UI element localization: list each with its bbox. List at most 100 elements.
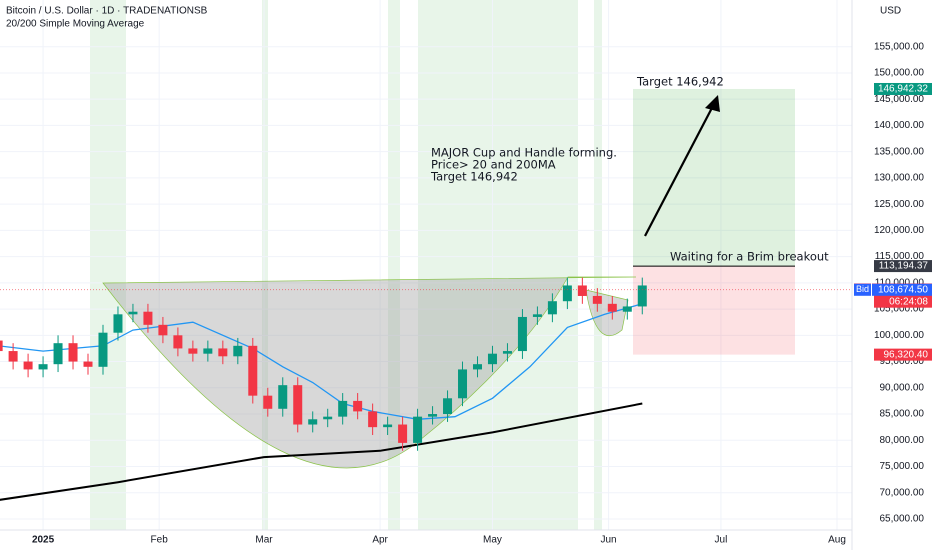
y-tick-label: 120,000.00 [874, 225, 924, 236]
candle-body [113, 314, 123, 333]
y-tick-label: 150,000.00 [874, 68, 924, 79]
chart-title: Bitcoin / U.S. Dollar · 1D · TRADENATION… [6, 6, 208, 17]
candle-body [562, 285, 572, 302]
price-label-box [874, 348, 932, 361]
profit-zone [633, 88, 795, 267]
y-tick-label: 135,000.00 [874, 146, 924, 157]
y-tick-label: 100,000.00 [874, 330, 924, 341]
candle-body [203, 348, 213, 354]
candle-body [368, 411, 378, 428]
candle-body [413, 416, 423, 443]
candle-body [233, 345, 243, 357]
price-tag-box [854, 283, 871, 296]
x-tick-label: Jun [601, 535, 617, 546]
ma-line [0, 402, 643, 501]
session-bands [90, 0, 602, 530]
cup-shape [102, 276, 637, 469]
candle-body [248, 345, 258, 396]
band [90, 0, 126, 530]
candle-body [443, 398, 453, 415]
price-label-box [872, 283, 932, 296]
candle-body [23, 361, 33, 370]
price-label: 113,194.37 [879, 261, 929, 272]
price-label-box [874, 82, 932, 95]
chart-subtitle: 20/200 Simple Moving Average [6, 19, 145, 30]
candle-body [308, 419, 318, 425]
candle-body [173, 335, 183, 349]
candle-body [517, 316, 527, 352]
y-tick-label: 70,000.00 [880, 487, 925, 498]
candle-body [278, 385, 288, 409]
y-tick-label: 125,000.00 [874, 199, 924, 210]
y-tick-label: 140,000.00 [874, 120, 924, 131]
candle-body [472, 364, 482, 370]
candle-body [622, 306, 632, 312]
candle-body [8, 351, 18, 362]
candle-body [0, 340, 3, 352]
axes: 65,000.00 70,000.00 75,000.00 80,000.00 85,0… [0, 41, 932, 546]
y-tick-label: 130,000.00 [874, 173, 924, 184]
candle-body [263, 395, 273, 409]
candle-body [547, 301, 557, 315]
y-tick-label: 110,000.00 [875, 277, 925, 288]
annotation: Target 146,942 [636, 75, 724, 89]
y-tick-label: 90,000.00 [880, 382, 925, 393]
candle-body [53, 343, 63, 365]
price-label-box [874, 260, 932, 273]
candle-body [338, 400, 348, 417]
y-tick-label: 155,000.00 [874, 41, 924, 52]
x-tick-label: Jul [715, 535, 728, 546]
band [262, 0, 268, 530]
y-tick-label: 75,000.00 [880, 461, 925, 472]
position-boxes [633, 88, 795, 355]
candle-body [293, 385, 303, 425]
currency: USD [880, 6, 901, 17]
candle-body [458, 369, 468, 399]
candle-body [577, 285, 587, 296]
candle-body [383, 424, 393, 428]
annotation: MAJOR Cup and Handle forming. [431, 146, 617, 160]
candle-body [637, 285, 647, 307]
annotation: Waiting for a Brim breakout [670, 250, 829, 264]
candle-body [83, 361, 93, 367]
band [388, 0, 400, 530]
band [418, 0, 578, 530]
annotation: Target 146,942 [430, 170, 518, 184]
band [594, 0, 602, 530]
candle-body [398, 424, 408, 443]
candle-body [353, 400, 363, 412]
y-tick-label: 95,000.00 [880, 356, 925, 367]
price-tag: Bid [856, 284, 869, 294]
x-tick-label: Aug [828, 535, 846, 546]
candles [0, 277, 647, 451]
candle-body [487, 353, 497, 365]
candle-body [218, 348, 228, 357]
arrow-head [705, 95, 720, 112]
x-tick-label: Mar [255, 535, 273, 546]
candle-body [323, 416, 333, 420]
candle-body [38, 364, 48, 370]
candle-body [502, 351, 512, 354]
candle-body [68, 343, 78, 362]
y-tick-label: 80,000.00 [880, 435, 925, 446]
candle-body [188, 348, 198, 354]
y-tick-label: 145,000.00 [874, 94, 924, 105]
annotation: Price> 20 and 200MA [431, 158, 556, 172]
candle-body [128, 311, 138, 315]
candle-body [532, 314, 542, 317]
y-tick-label: 65,000.00 [880, 514, 925, 525]
candle-body [98, 332, 108, 367]
candle-body [592, 295, 602, 304]
candle-body [143, 311, 153, 325]
arrow-line [644, 103, 715, 237]
y-tick-label: 115,000.00 [875, 251, 925, 262]
y-tick-label: 105,000.00 [874, 304, 924, 315]
x-tick-label: May [483, 535, 502, 546]
candle-body [158, 324, 168, 336]
handle-shape [585, 289, 629, 336]
x-tick-label: Feb [151, 535, 169, 546]
x-tick-label: Apr [372, 535, 388, 546]
annotations: Target 146,942 MAJOR Cup and Handle form… [430, 75, 829, 264]
